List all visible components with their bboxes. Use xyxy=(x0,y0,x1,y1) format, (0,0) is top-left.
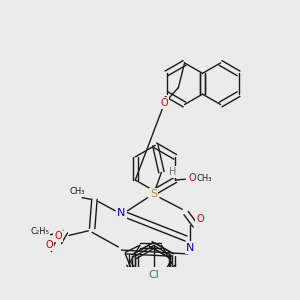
Text: C₂H₅: C₂H₅ xyxy=(30,227,49,236)
Text: H: H xyxy=(169,167,176,177)
Text: N: N xyxy=(117,208,126,218)
Text: O: O xyxy=(188,173,196,184)
Text: O: O xyxy=(196,214,204,224)
Text: CH₃: CH₃ xyxy=(197,174,212,183)
Text: S: S xyxy=(150,189,157,199)
Text: CH₃: CH₃ xyxy=(70,187,85,196)
Text: O: O xyxy=(161,98,168,108)
Text: N: N xyxy=(186,243,194,253)
Text: O: O xyxy=(55,231,62,241)
Text: Cl: Cl xyxy=(148,270,159,280)
Text: O: O xyxy=(45,240,53,250)
